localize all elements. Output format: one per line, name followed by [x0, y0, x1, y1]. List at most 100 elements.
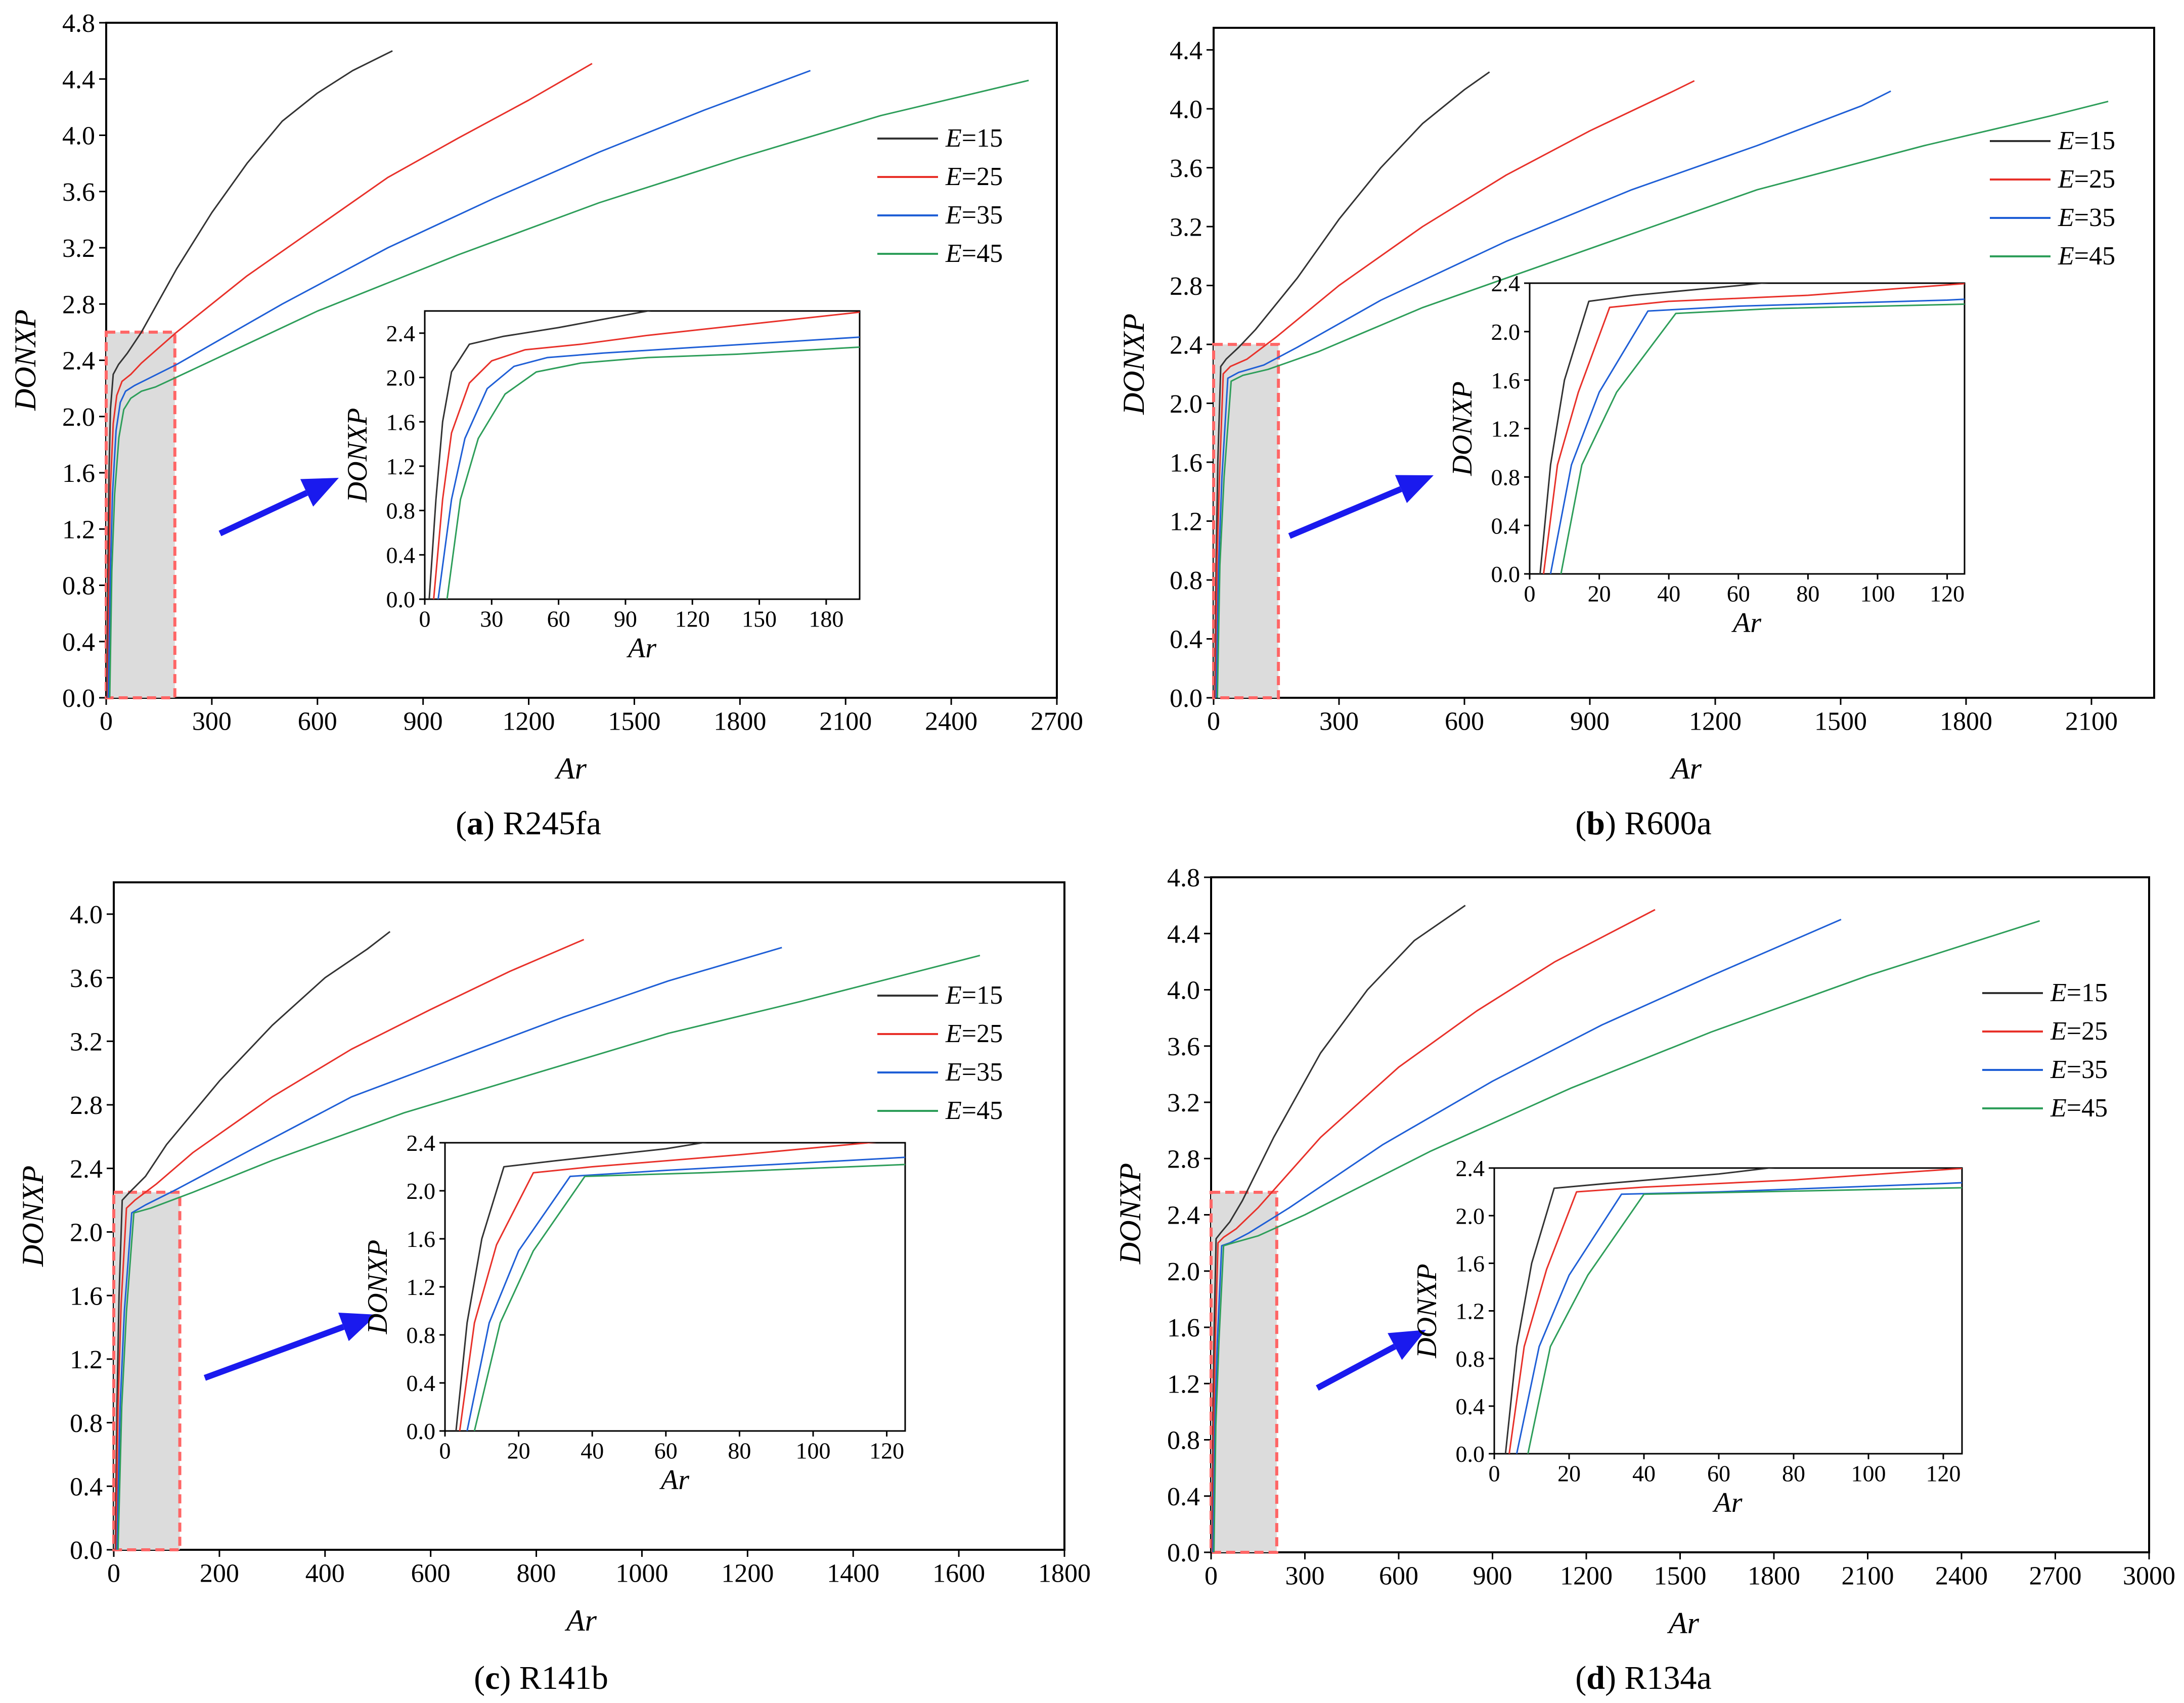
main-xtick-label: 0	[100, 707, 113, 736]
main-ytick-label: 0.8	[1167, 1426, 1200, 1455]
inset-y-axis-title: DONXP	[362, 1240, 393, 1335]
main-xtick-label: 2100	[1842, 1561, 1894, 1590]
main-series-line	[1213, 920, 2040, 1552]
legend-prefix: E	[945, 1019, 962, 1048]
main-ytick-label: 1.2	[62, 515, 95, 544]
main-ytick-label: 0.4	[70, 1472, 103, 1501]
legend-entry: E=35	[2050, 1055, 2108, 1084]
main-ytick-label: 0.0	[62, 684, 95, 713]
main-xtick-label: 1800	[1748, 1561, 1800, 1590]
legend-prefix: E	[2050, 978, 2067, 1007]
inset-xtick-label: 60	[1707, 1461, 1730, 1487]
legend-entry: E=35	[2058, 203, 2115, 232]
main-ytick-label: 1.6	[62, 459, 95, 488]
main-ytick-label: 3.6	[70, 964, 103, 993]
panel-caption: (d) R134a	[1575, 1660, 1712, 1696]
inset-ytick-label: 1.2	[407, 1274, 436, 1300]
inset-ytick-label: 1.2	[1456, 1298, 1485, 1324]
inset-frame	[444, 1142, 906, 1432]
panel-caption: (c) R141b	[474, 1660, 608, 1696]
main-xtick-label: 0	[1207, 707, 1220, 736]
zoom-arrow-head	[1388, 1330, 1426, 1360]
legend-label: =45	[962, 239, 1003, 268]
main-ytick-label: 1.2	[70, 1346, 103, 1374]
x-axis-title: Ar	[1669, 752, 1702, 785]
legend-prefix: E	[2058, 242, 2074, 271]
caption-letter: a	[467, 805, 483, 842]
main-xtick-label: 2400	[925, 707, 977, 736]
main-series-line	[1216, 101, 2109, 698]
inset-xtick-label: 100	[796, 1438, 831, 1464]
main-ytick-label: 2.8	[1170, 272, 1202, 301]
inset-series-line	[473, 1163, 905, 1431]
inset-ytick-label: 0.4	[407, 1370, 436, 1396]
main-series-line	[1211, 905, 1466, 1552]
main-series-line	[107, 63, 593, 698]
legend-label: =35	[962, 1058, 1003, 1087]
main-ytick-label: 4.4	[1170, 36, 1202, 65]
main-ytick-label: 2.4	[70, 1155, 103, 1184]
main-series-line	[109, 79, 1029, 698]
inset-xtick-label: 80	[728, 1438, 751, 1464]
inset-ytick-label: 1.6	[1456, 1250, 1485, 1276]
legend-label: =15	[2074, 126, 2115, 155]
inset-xtick-label: 0	[439, 1438, 451, 1464]
inset-xtick-label: 20	[507, 1438, 530, 1464]
main-ytick-label: 3.2	[70, 1027, 103, 1056]
main-ytick-label: 0.0	[1170, 684, 1202, 713]
main-series-line	[1212, 909, 1656, 1552]
main-xtick-label: 1500	[608, 707, 660, 736]
inset-frame	[424, 310, 861, 600]
main-ytick-label: 2.0	[62, 403, 95, 432]
inset-xtick-label: 120	[869, 1438, 904, 1464]
zoom-region-rect	[105, 330, 176, 699]
main-xtick-label: 600	[411, 1559, 451, 1588]
inset-ytick-label: 0.0	[1456, 1441, 1485, 1467]
main-xtick-label: 1500	[1654, 1561, 1707, 1590]
inset-x-axis-title: Ar	[1712, 1487, 1743, 1518]
main-ytick-label: 4.8	[62, 9, 95, 38]
legend-entry: E=15	[2050, 978, 2108, 1007]
inset-series-line	[437, 336, 860, 599]
inset-series-line	[1539, 283, 1769, 574]
legend-label: =25	[2067, 1017, 2108, 1046]
caption-letter: b	[1586, 805, 1605, 842]
main-ytick-label: 0.4	[1170, 625, 1202, 654]
inset-xtick-label: 180	[809, 606, 843, 632]
inset-ytick-label: 2.0	[407, 1178, 436, 1204]
main-xtick-label: 900	[1473, 1561, 1512, 1590]
main-ytick-label: 0.4	[1167, 1483, 1200, 1511]
main-xtick-label: 800	[517, 1559, 556, 1588]
main-xtick-label: 1200	[503, 707, 555, 736]
panel-d: 0 300 600 900 1200 1500 1800 2100 2400 2700 30000.…	[1113, 864, 2175, 1696]
inset-series-line	[466, 1156, 905, 1431]
main-series-line	[1214, 80, 1695, 698]
inset-xtick-label: 100	[1851, 1461, 1886, 1487]
inset-xtick-label: 150	[742, 606, 777, 632]
legend-label: =25	[962, 162, 1003, 191]
main-ytick-label: 1.6	[70, 1282, 103, 1311]
inset-y-axis-title: DONXP	[342, 408, 373, 503]
main-xtick-label: 900	[404, 707, 443, 736]
main-ytick-label: 3.6	[1167, 1033, 1200, 1061]
main-ytick-label: 1.6	[1170, 449, 1202, 477]
legend-label: =15	[962, 981, 1003, 1010]
legend-prefix: E	[945, 981, 962, 1010]
main-series-line	[1214, 71, 1490, 698]
legend-label: =35	[2074, 203, 2115, 232]
legend-entry: E=25	[2050, 1017, 2108, 1046]
main-series-line	[117, 955, 980, 1550]
main-ytick-label: 4.4	[1167, 920, 1200, 949]
legend-label: =15	[2067, 978, 2108, 1007]
main-ytick-label: 3.2	[1167, 1089, 1200, 1117]
legend-entry: E=45	[2058, 242, 2115, 271]
inset-ytick-label: 0.8	[407, 1322, 436, 1348]
inset-y-axis-title: DONXP	[1447, 381, 1478, 476]
main-ytick-label: 2.4	[1167, 1201, 1200, 1230]
legend-prefix: E	[945, 1058, 962, 1087]
legend-label: =45	[2067, 1094, 2108, 1123]
inset-ytick-label: 0.0	[386, 587, 416, 612]
inset-xtick-label: 20	[1588, 581, 1611, 607]
x-axis-title: Ar	[554, 752, 587, 785]
inset-x-axis-title: Ar	[626, 633, 656, 664]
